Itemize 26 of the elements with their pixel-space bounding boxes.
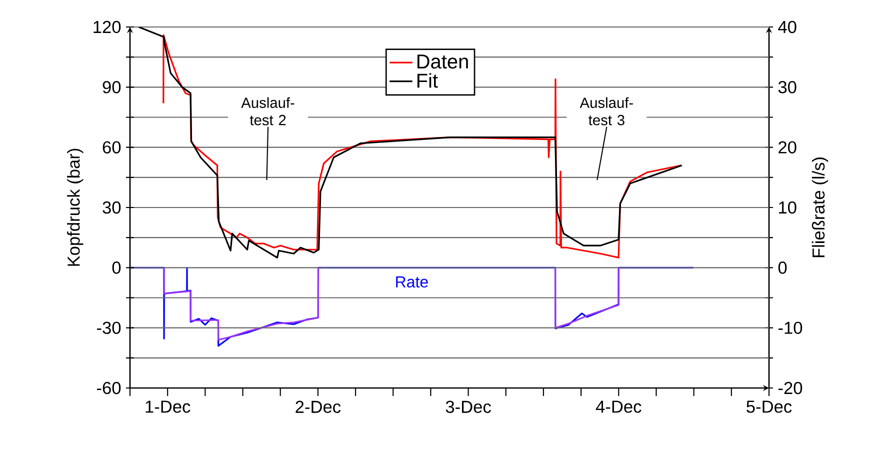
y2-tick-label: 40 [778, 20, 796, 34]
legend-label: Fit [417, 73, 438, 88]
annotation: Auslauf-test 2 [241, 97, 294, 126]
y-tick-label: 120 [94, 20, 121, 34]
y-tick-label: 0 [112, 262, 121, 274]
y2-tick-label: -20 [778, 382, 802, 394]
y2-tick-label: 0 [778, 262, 787, 274]
y2-tick-label: 30 [778, 81, 796, 94]
y-tick-label: -60 [97, 382, 121, 394]
y-tick-label: 60 [102, 141, 121, 154]
y-tick-label: -30 [97, 322, 121, 334]
x-tick-label: 5-Dec [746, 400, 792, 413]
x-tick-label: 2-Dec [296, 400, 341, 413]
y2-tick-label: 20 [778, 141, 796, 154]
y2-tick-label: 10 [779, 201, 796, 214]
y-tick-label: 90 [102, 81, 121, 94]
x-tick-label: 3-Dec [446, 400, 491, 413]
annotation: Auslauf-test 3 [580, 97, 633, 126]
y-tick-label: 30 [102, 201, 121, 214]
y-axis-title: Kopfdruck (bar) [67, 148, 84, 266]
legend-label: Daten [417, 54, 468, 69]
x-tick-label: 1-Dec [146, 400, 190, 413]
x-tick-label: 4-Dec [596, 400, 642, 413]
y2-axis-title: Fließrate (l/s) [812, 158, 828, 258]
y2-tick-label: -10 [778, 322, 802, 334]
series-label: Rate [396, 276, 428, 288]
